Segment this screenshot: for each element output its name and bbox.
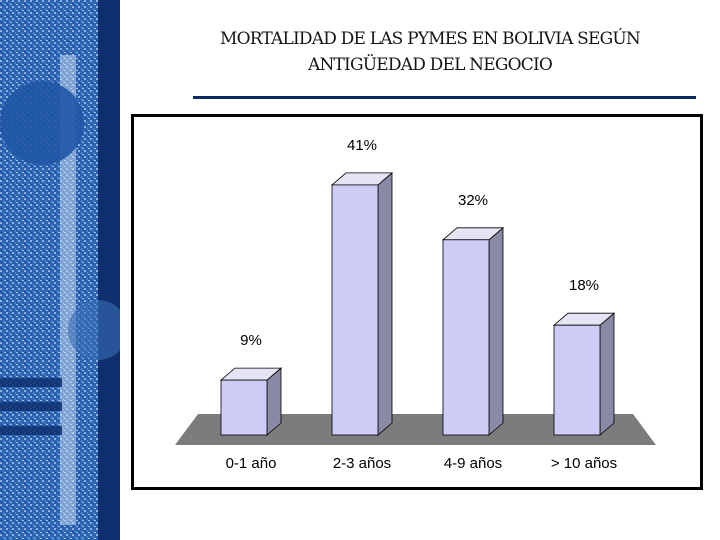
bar — [220, 379, 268, 436]
bar-side — [377, 172, 393, 436]
chart-floor — [175, 414, 656, 445]
x-tick-label: > 10 años — [551, 455, 617, 472]
bar — [553, 324, 601, 436]
bar — [442, 239, 490, 436]
chart-frame: 9% 0-1 año 41% 2-3 años 32% 4-9 años 18% > 10 a… — [131, 114, 703, 490]
x-tick-label: 4-9 años — [444, 455, 502, 472]
x-tick-label: 0-1 año — [226, 455, 277, 472]
decorative-sidebar — [0, 0, 120, 540]
bar-side — [488, 226, 504, 436]
bar — [331, 184, 379, 436]
data-label: 41% — [347, 137, 377, 154]
title-line-1: MORTALIDAD DE LAS PYMES EN BOLIVIA SEGÚN — [219, 29, 641, 49]
bar-side — [599, 312, 615, 436]
data-label: 32% — [458, 192, 488, 209]
bar-chart: 9% 0-1 año 41% 2-3 años 32% 4-9 años 18% > 10 a… — [175, 137, 656, 472]
title-line-2: ANTIGÜEDAD DEL NEGOCIO — [307, 55, 553, 75]
data-label: 9% — [240, 332, 262, 349]
x-tick-label: 2-3 años — [333, 455, 391, 472]
page-title: MORTALIDAD DE LAS PYMES EN BOLIVIA SEGÚN… — [190, 26, 670, 78]
title-underline — [193, 96, 696, 99]
data-label: 18% — [569, 277, 599, 294]
